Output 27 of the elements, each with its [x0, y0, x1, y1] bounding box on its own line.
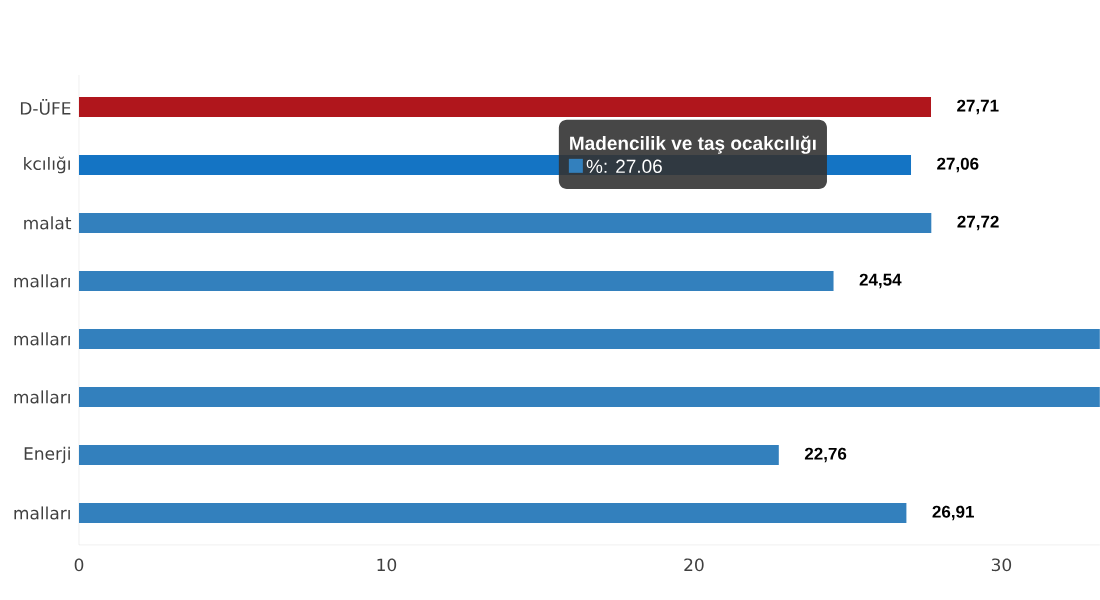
bar [78, 445, 779, 466]
bar [78, 329, 1100, 349]
y-tick-label: malları [14, 390, 70, 404]
x-tick-label: 0 [74, 558, 84, 572]
bar [78, 96, 932, 117]
bar [78, 212, 932, 233]
bar [78, 270, 834, 291]
y-tick-label: D-ÜFE [20, 99, 71, 115]
y-tick-label: kcılığı [24, 156, 70, 174]
data-label: 27,72 [957, 215, 999, 231]
data-label: 26,91 [932, 505, 974, 521]
y-tick-label: malları [14, 332, 70, 346]
data-label: 27,06 [937, 157, 979, 173]
x-tick-label: 20 [684, 558, 704, 572]
y-tick-label: malat [24, 216, 72, 230]
bar [78, 387, 1100, 408]
data-label: 22,76 [804, 447, 847, 463]
annotation: Madencilik ve taş ocakcılığı [570, 135, 816, 154]
data-label: 24,54 [859, 273, 902, 289]
x-tick-label: 10 [377, 558, 397, 572]
y-tick-label: malları [14, 274, 70, 288]
bar [78, 503, 907, 524]
data-label: 27,71 [957, 99, 999, 115]
y-tick-label: Enerji [24, 446, 70, 464]
x-tick-label: 30 [991, 558, 1012, 572]
annotation: %: 27.06 [586, 159, 662, 174]
y-tick-label: malları [14, 506, 70, 520]
